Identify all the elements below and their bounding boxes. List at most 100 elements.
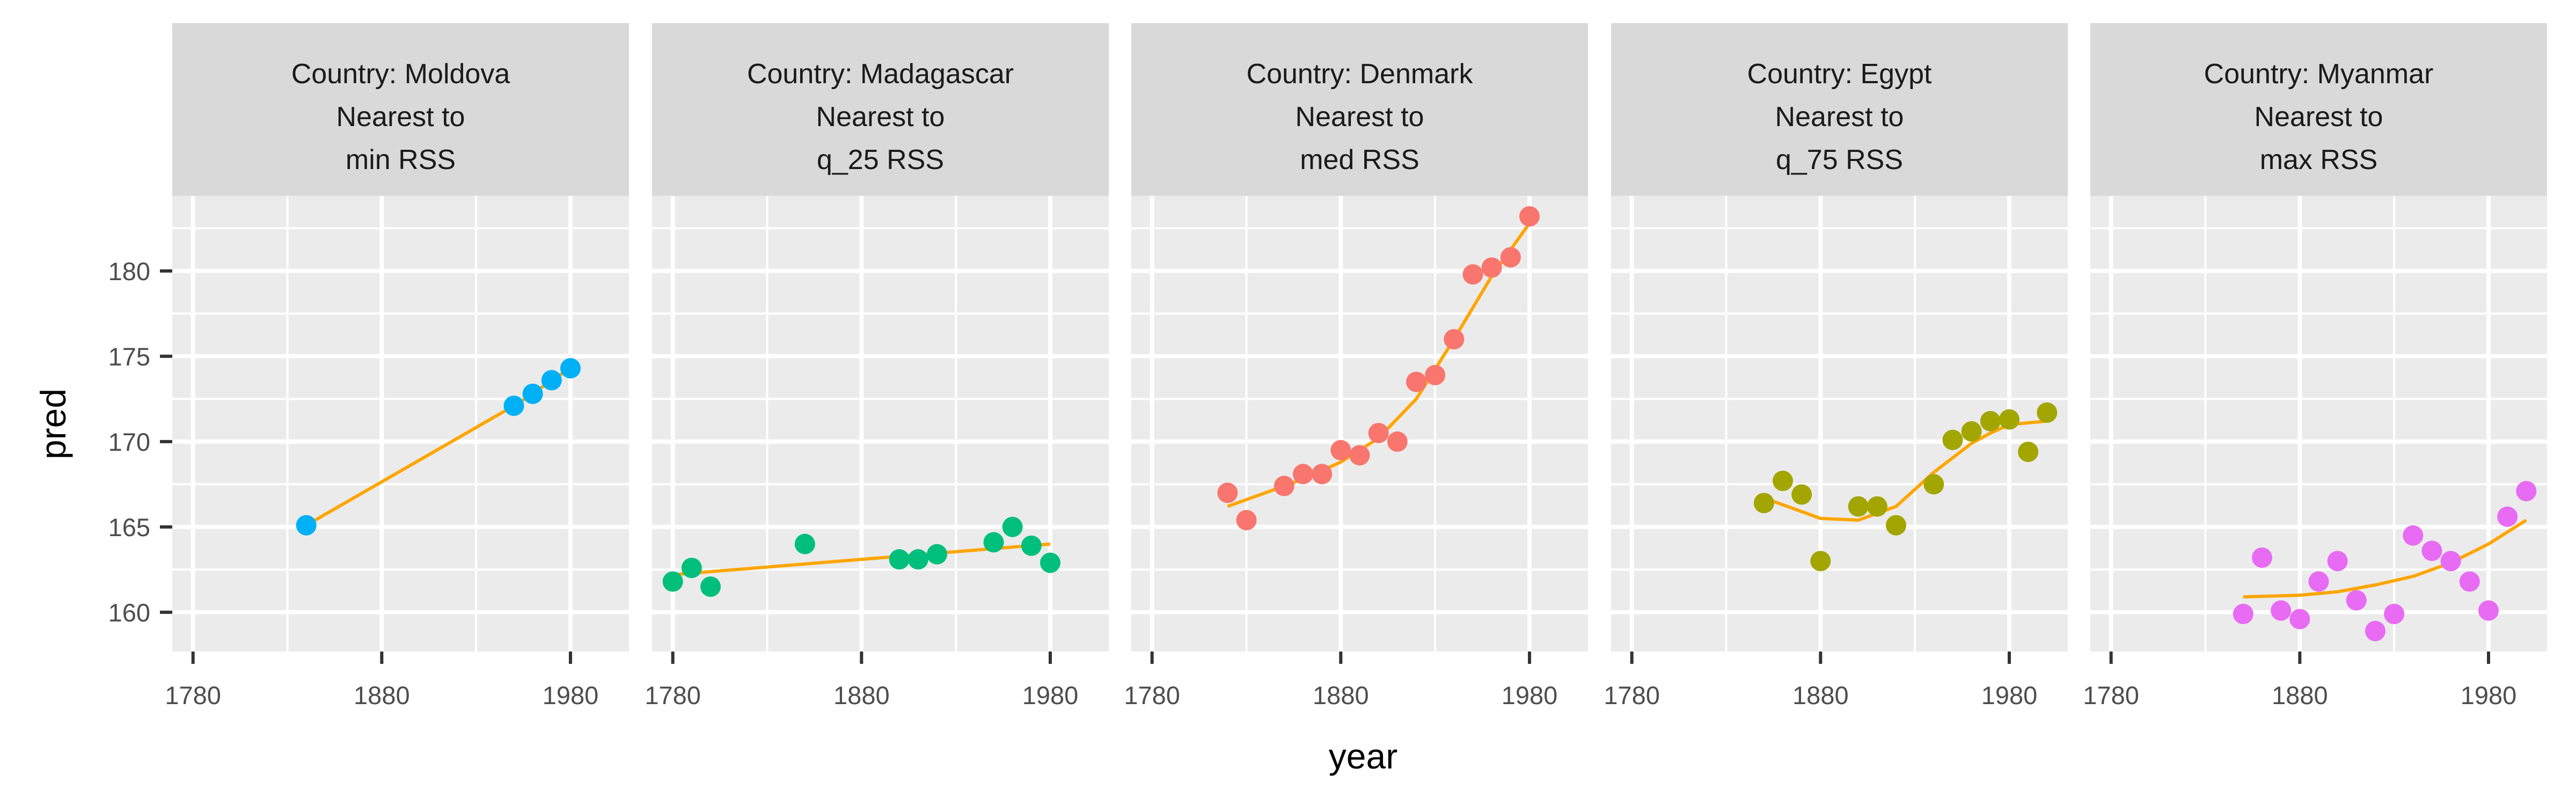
- data-point: [2252, 547, 2273, 568]
- data-point: [296, 515, 317, 536]
- x-tick-label: 1780: [1124, 681, 1180, 709]
- y-tick-label: 165: [108, 513, 150, 541]
- x-tick-label: 1880: [2272, 681, 2328, 709]
- data-point: [1923, 474, 1944, 495]
- facet-strip-label: q_25 RSS: [817, 144, 944, 175]
- facet-strip-label: max RSS: [2260, 144, 2378, 175]
- x-tick-label: 1880: [1313, 681, 1369, 709]
- data-point: [1810, 551, 1831, 572]
- y-tick-label: 180: [108, 257, 150, 286]
- data-point: [1519, 206, 1540, 227]
- facet-strip-label: min RSS: [346, 144, 456, 175]
- data-point: [1980, 411, 2001, 431]
- data-point: [908, 549, 928, 570]
- panel-background: [1131, 196, 1588, 652]
- data-point: [1942, 429, 1963, 450]
- facet-strip: [1611, 23, 2068, 196]
- facet-strip-label: Country: Madagascar: [747, 58, 1014, 90]
- panel-background: [652, 196, 1109, 652]
- data-point: [2271, 600, 2292, 621]
- data-point: [1274, 475, 1294, 496]
- data-point: [2018, 441, 2039, 462]
- data-point: [2516, 481, 2537, 502]
- data-point: [1040, 552, 1060, 573]
- data-point: [560, 358, 581, 379]
- data-point: [2497, 506, 2518, 527]
- data-point: [1848, 496, 1869, 517]
- data-point: [926, 544, 947, 565]
- x-tick-label: 1780: [645, 681, 701, 709]
- data-point: [1462, 264, 1483, 285]
- facet-panel: Country: Madagascar Nearest to q_25 RSS 178…: [645, 23, 1109, 709]
- y-tick-label: 175: [108, 342, 150, 371]
- x-axis-title: year: [1329, 736, 1397, 776]
- facet-panel: Country: Egypt Nearest to q_75 RSS 1780 1880…: [1604, 23, 2068, 709]
- data-point: [1349, 445, 1370, 466]
- data-point: [1961, 421, 1982, 442]
- data-point: [794, 533, 815, 554]
- x-tick-label: 1780: [1604, 681, 1660, 709]
- x-tick-label: 1880: [354, 681, 410, 709]
- facet-strip-label: Nearest to: [2255, 101, 2383, 133]
- y-tick-label: 170: [108, 428, 150, 456]
- data-point: [1021, 535, 1042, 556]
- data-point: [2384, 604, 2405, 625]
- data-point: [2289, 609, 2310, 630]
- facet-strip-label: Country: Moldova: [291, 58, 510, 90]
- facet-strip: [172, 23, 629, 196]
- facet-strip: [2090, 23, 2547, 196]
- data-point: [1481, 257, 1502, 278]
- data-point: [2403, 525, 2424, 546]
- data-point: [503, 396, 524, 416]
- data-point: [2478, 600, 2499, 621]
- x-tick-label: 1980: [543, 681, 599, 709]
- data-point: [1753, 493, 1774, 514]
- facet-strip-label: q_75 RSS: [1776, 144, 1903, 175]
- data-point: [1425, 364, 1446, 385]
- data-point: [541, 370, 562, 391]
- data-point: [2346, 590, 2367, 611]
- data-point: [889, 549, 910, 570]
- data-point: [662, 571, 683, 592]
- data-point: [1236, 510, 1257, 531]
- x-tick-label: 1980: [1502, 681, 1558, 709]
- facet-strip-label: Country: Egypt: [1747, 58, 1932, 90]
- y-tick-label: 160: [108, 598, 150, 627]
- data-point: [1002, 516, 1023, 537]
- data-point: [2365, 620, 2385, 641]
- data-point: [1312, 464, 1333, 485]
- data-point: [1885, 515, 1906, 536]
- data-point: [1773, 471, 1794, 492]
- data-point: [2233, 604, 2253, 625]
- data-point: [1217, 482, 1238, 503]
- x-tick-label: 1980: [1022, 681, 1079, 709]
- facet-panel: Country: Moldova Nearest to min RSS 1780 188…: [165, 23, 629, 709]
- data-point: [1387, 431, 1408, 452]
- data-point: [2308, 571, 2329, 592]
- facet-strip-label: Nearest to: [816, 101, 945, 133]
- data-point: [2327, 551, 2348, 572]
- data-point: [681, 558, 702, 579]
- data-point: [1368, 422, 1389, 443]
- x-tick-label: 1780: [2083, 681, 2139, 709]
- data-point: [1444, 329, 1465, 350]
- data-point: [2459, 571, 2480, 592]
- data-point: [1867, 496, 1887, 517]
- x-tick-label: 1880: [1792, 681, 1849, 709]
- facet-strip: [652, 23, 1109, 196]
- data-point: [983, 532, 1004, 553]
- data-point: [2440, 551, 2461, 572]
- facet-strip-label: Nearest to: [1775, 101, 1904, 133]
- facet-strip: [1131, 23, 1588, 196]
- x-tick-label: 1980: [1981, 681, 2038, 709]
- data-point: [2421, 540, 2442, 561]
- panel-background: [172, 196, 629, 652]
- data-point: [1293, 464, 1314, 485]
- facet-panel: Country: Myanmar Nearest to max RSS 1780 188…: [2083, 23, 2547, 709]
- facet-strip-label: Country: Myanmar: [2204, 58, 2434, 90]
- facet-strip-label: med RSS: [1300, 144, 1419, 175]
- data-point: [1999, 409, 2019, 430]
- data-point: [2037, 402, 2058, 423]
- facet-strip-label: Country: Denmark: [1247, 58, 1474, 90]
- data-point: [1500, 247, 1521, 268]
